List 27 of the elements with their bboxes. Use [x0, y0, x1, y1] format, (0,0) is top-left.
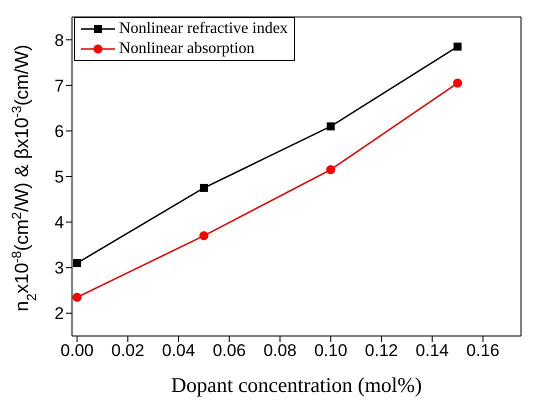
x-tick-label: 0.06	[212, 341, 246, 360]
y-tick-label: 2	[54, 304, 64, 324]
x-tick-label: 0.08	[263, 341, 297, 360]
point	[453, 78, 462, 88]
point	[199, 231, 208, 240]
legend-label: Nonlinear absorption	[119, 39, 255, 59]
point	[326, 122, 335, 130]
x-tick-label: 0.02	[111, 341, 144, 360]
y-tick-label: 7	[54, 76, 64, 96]
y-tick-label: 3	[54, 258, 64, 278]
x-axis-title: Dopant concentration (mol%)	[171, 373, 422, 397]
point	[454, 42, 462, 51]
x-tick-label: 0.12	[364, 341, 398, 360]
point	[73, 259, 82, 268]
point	[326, 165, 336, 174]
x-tick-label: 0.14	[416, 341, 449, 360]
y-tick-label: 6	[54, 122, 64, 141]
point	[72, 292, 82, 302]
x-tick-label: 0.04	[162, 341, 196, 360]
y-tick-label: 4	[54, 213, 64, 232]
y-tick-label: 8	[54, 30, 64, 50]
x-tick-label: 0.00	[60, 341, 94, 360]
legend-label: Nonlinear refractive index	[119, 19, 288, 39]
x-tick-label: 0.10	[314, 341, 348, 360]
y-tick-label: 5	[54, 168, 64, 187]
point	[200, 184, 208, 192]
x-tick-label: 0.16	[466, 341, 500, 360]
